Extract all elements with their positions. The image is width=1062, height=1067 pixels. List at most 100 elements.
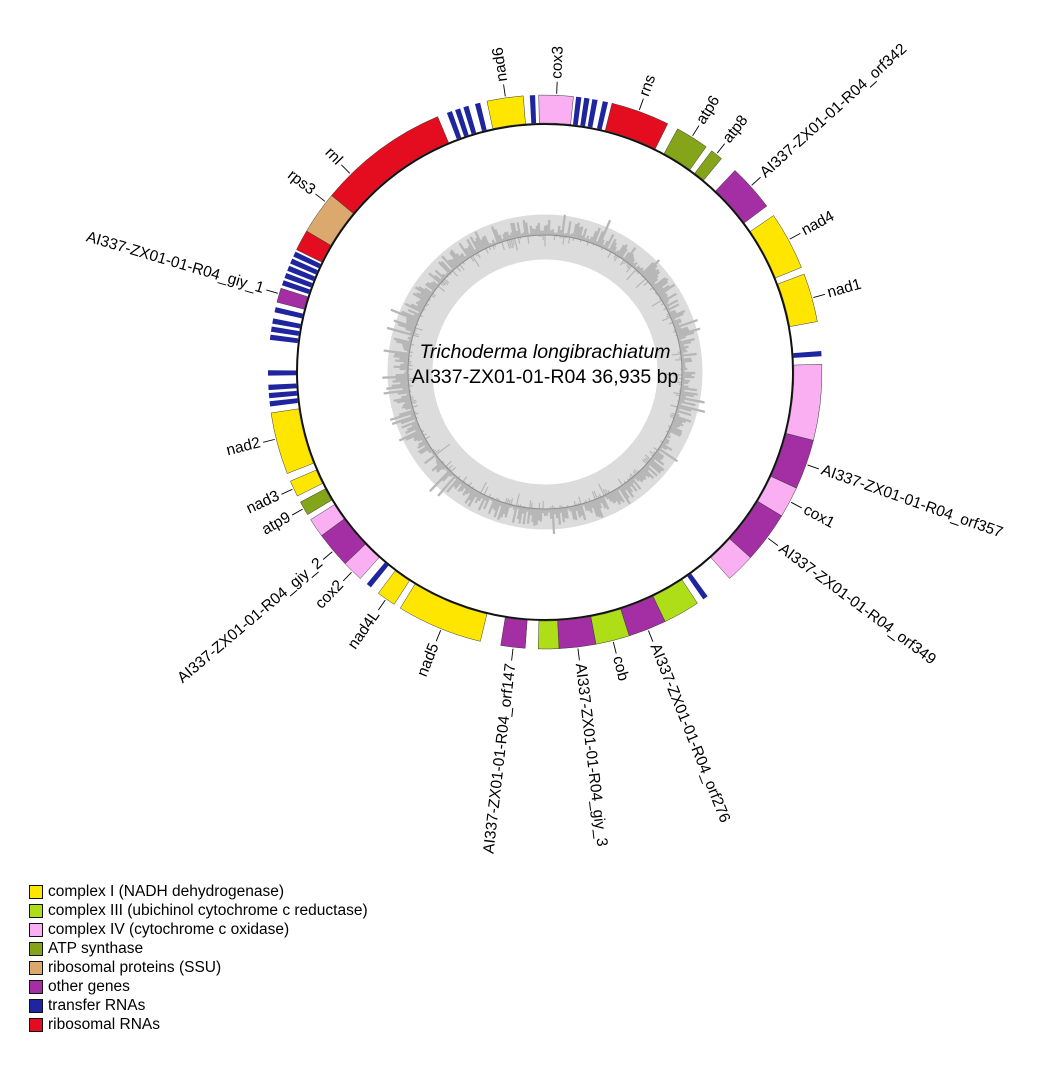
label-leader-line — [504, 84, 506, 96]
label-leader-line — [768, 538, 778, 545]
gc-bar — [382, 377, 408, 378]
label-leader-line — [292, 509, 302, 515]
gc-bar-inner — [532, 503, 533, 509]
gc-bar — [682, 383, 689, 384]
gene-label-atp9: atp9 — [259, 509, 294, 539]
gc-bar — [682, 381, 690, 382]
legend-swatch-ribosomal_protein — [29, 961, 43, 975]
legend-item-complex_i: complex I (NADH dehydrogenase) — [29, 883, 368, 902]
label-leader-line — [717, 144, 724, 153]
gene-nad6 — [487, 96, 526, 129]
gene-label-cob: cob — [609, 654, 632, 682]
trna-tick — [530, 95, 536, 123]
legend: complex I (NADH dehydrogenase)complex II… — [29, 883, 368, 1034]
gene-cox3 — [539, 95, 574, 124]
gene-label-rns: rns — [636, 72, 659, 98]
gene-label-AI337-ZX01-01-R04_giy_1: AI337-ZX01-01-R04_giy_1 — [84, 229, 266, 297]
gc-bar — [553, 509, 554, 534]
label-leader-line — [266, 290, 278, 293]
gc-bar — [392, 384, 409, 386]
legend-item-ribosomal_protein: ribosomal proteins (SSU) — [29, 959, 368, 978]
gc-bar — [680, 346, 684, 347]
gene-nad3 — [290, 470, 322, 496]
gc-bar — [560, 508, 561, 513]
gc-bar — [395, 360, 408, 361]
gene-label-nad2: nad2 — [225, 434, 263, 459]
trna-tick — [580, 98, 589, 126]
label-leader-line — [693, 126, 699, 136]
trna-tick — [271, 327, 299, 336]
label-leader-line — [323, 552, 332, 560]
legend-label-complex_iv: complex IV (cytochrome c oxidase) — [48, 921, 289, 939]
legend-swatch-rrna — [29, 1018, 43, 1032]
legend-swatch-complex_iii — [29, 904, 43, 918]
gene-label-AI337-ZX01-01-R04_orf342: AI337-ZX01-01-R04_orf342 — [757, 40, 910, 181]
trna-tick — [272, 318, 300, 328]
gene-label-cox3: cox3 — [548, 46, 566, 79]
gene-nad1 — [778, 274, 817, 327]
label-leader-line — [315, 194, 324, 201]
gc-bar — [404, 349, 410, 350]
gc-bar — [570, 507, 571, 511]
label-leader-line — [790, 233, 801, 239]
gc-bar — [681, 351, 688, 352]
gc-bar — [399, 359, 408, 360]
gc-bar — [682, 361, 693, 362]
gc-bar — [536, 509, 537, 525]
legend-label-complex_i: complex I (NADH dehydrogenase) — [48, 883, 284, 901]
legend-label-trna: transfer RNAs — [48, 997, 145, 1015]
gene-AI337-ZX01-01-R04_orf147 — [501, 618, 527, 648]
legend-label-atp_synthase: ATP synthase — [48, 940, 143, 958]
trna-tick — [573, 97, 581, 125]
gc-bar — [533, 228, 534, 235]
gc-bar-inner — [411, 344, 414, 345]
gc-bar — [681, 386, 688, 387]
label-leader-line — [436, 630, 440, 641]
gc-bar — [531, 226, 532, 236]
legend-item-complex_iii: complex III (ubichinol cytochrome c redu… — [29, 902, 368, 921]
label-leader-line — [343, 572, 351, 581]
legend-swatch-complex_i — [29, 885, 43, 899]
gene-label-nad4L: nad4L — [345, 607, 384, 652]
trna-tick — [269, 391, 297, 398]
gc-bar — [572, 233, 573, 237]
label-leader-line — [752, 177, 761, 185]
label-leader-line — [282, 489, 293, 494]
gc-bar — [575, 506, 576, 511]
gc-bar — [558, 508, 560, 524]
trna-tick — [588, 99, 598, 127]
gene-label-AI337-ZX01-01-R04_giy_3: AI337-ZX01-01-R04_giy_3 — [572, 662, 611, 847]
gc-bar — [560, 230, 561, 236]
gc-bar — [400, 383, 408, 384]
trna-tick — [475, 103, 487, 131]
gene-label-atp8: atp8 — [719, 112, 751, 146]
gene-label-AI337-ZX01-01-R04_giy_2: AI337-ZX01-01-R04_giy_2 — [174, 555, 326, 687]
gc-bar — [558, 226, 559, 236]
legend-item-complex_iv: complex IV (cytochrome c oxidase) — [29, 921, 368, 940]
gc-bar-inner — [675, 360, 681, 361]
label-leader-line — [512, 649, 513, 661]
gene-label-nad6: nad6 — [489, 46, 511, 83]
label-leader-line — [639, 99, 643, 110]
label-leader-line — [263, 439, 275, 442]
label-leader-line — [813, 294, 825, 297]
legend-item-other: other genes — [29, 977, 368, 996]
trna-tick — [793, 351, 821, 358]
gene-label-cox1: cox1 — [801, 501, 838, 531]
gene-label-nad1: nad1 — [825, 276, 863, 302]
gc-bar — [510, 235, 511, 239]
label-leader-line — [378, 600, 385, 610]
label-leader-line — [341, 165, 349, 174]
gc-bar — [681, 359, 691, 360]
trna-tick — [268, 384, 296, 391]
gene-label-nad4: nad4 — [799, 207, 838, 239]
label-leader-line — [648, 631, 652, 642]
trna-tick — [270, 335, 298, 344]
gene-label-nad5: nad5 — [414, 641, 443, 679]
gc-bar — [523, 232, 524, 236]
legend-label-ribosomal_protein: ribosomal proteins (SSU) — [48, 959, 221, 977]
gc-bar — [514, 506, 515, 510]
gene-rnl — [332, 117, 449, 214]
label-leader-line — [557, 82, 558, 94]
